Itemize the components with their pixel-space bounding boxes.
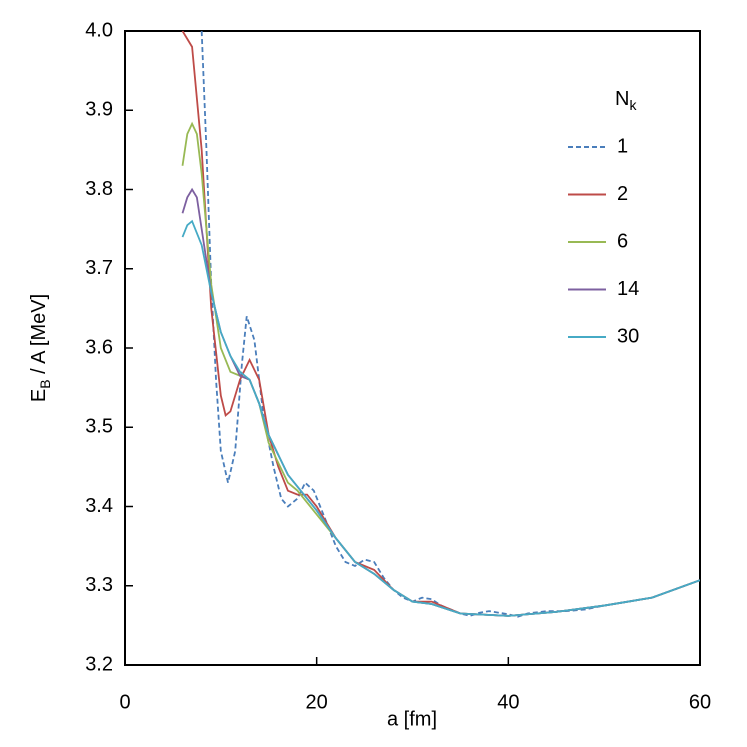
y-tick-label: 3.3: [85, 574, 113, 596]
y-tick-label: 3.2: [85, 653, 113, 675]
legend-label: 6: [617, 230, 628, 252]
legend-title-main: N: [615, 88, 629, 110]
series-line: [181, 187, 700, 617]
legend-label: 1: [617, 135, 628, 157]
plot-frame: [124, 30, 701, 666]
y-tick-label: 3.4: [85, 495, 113, 517]
x-tick-label: 40: [497, 691, 519, 713]
series-line: [200, 31, 700, 618]
y-tick-label: 3.8: [85, 178, 113, 200]
y-tick-label: 3.9: [85, 99, 113, 121]
plot-area: [181, 31, 700, 618]
legend-title: Nk: [615, 88, 637, 112]
y-tick-label: 4.0: [85, 19, 113, 41]
series-line: [181, 219, 700, 617]
x-axis-label: a [fm]: [387, 708, 437, 730]
y-label-main: E: [28, 389, 50, 402]
legend-label: 30: [617, 325, 639, 347]
x-tick-label: 60: [689, 691, 711, 713]
legend-title-sub: k: [629, 97, 637, 113]
x-tick-label: 0: [119, 691, 130, 713]
legend-label: 14: [617, 278, 639, 300]
y-tick-label: 3.6: [85, 336, 113, 358]
series-line: [181, 31, 700, 617]
y-tick-label: 3.5: [85, 416, 113, 438]
x-tick-label: 20: [306, 691, 328, 713]
y-tick-label: 3.7: [85, 257, 113, 279]
y-label-rest: / A [MeV]: [28, 294, 50, 380]
y-axis-label: EB / A [MeV]: [28, 294, 52, 402]
y-label-sub: B: [37, 379, 53, 388]
legend-label: 2: [617, 183, 628, 205]
